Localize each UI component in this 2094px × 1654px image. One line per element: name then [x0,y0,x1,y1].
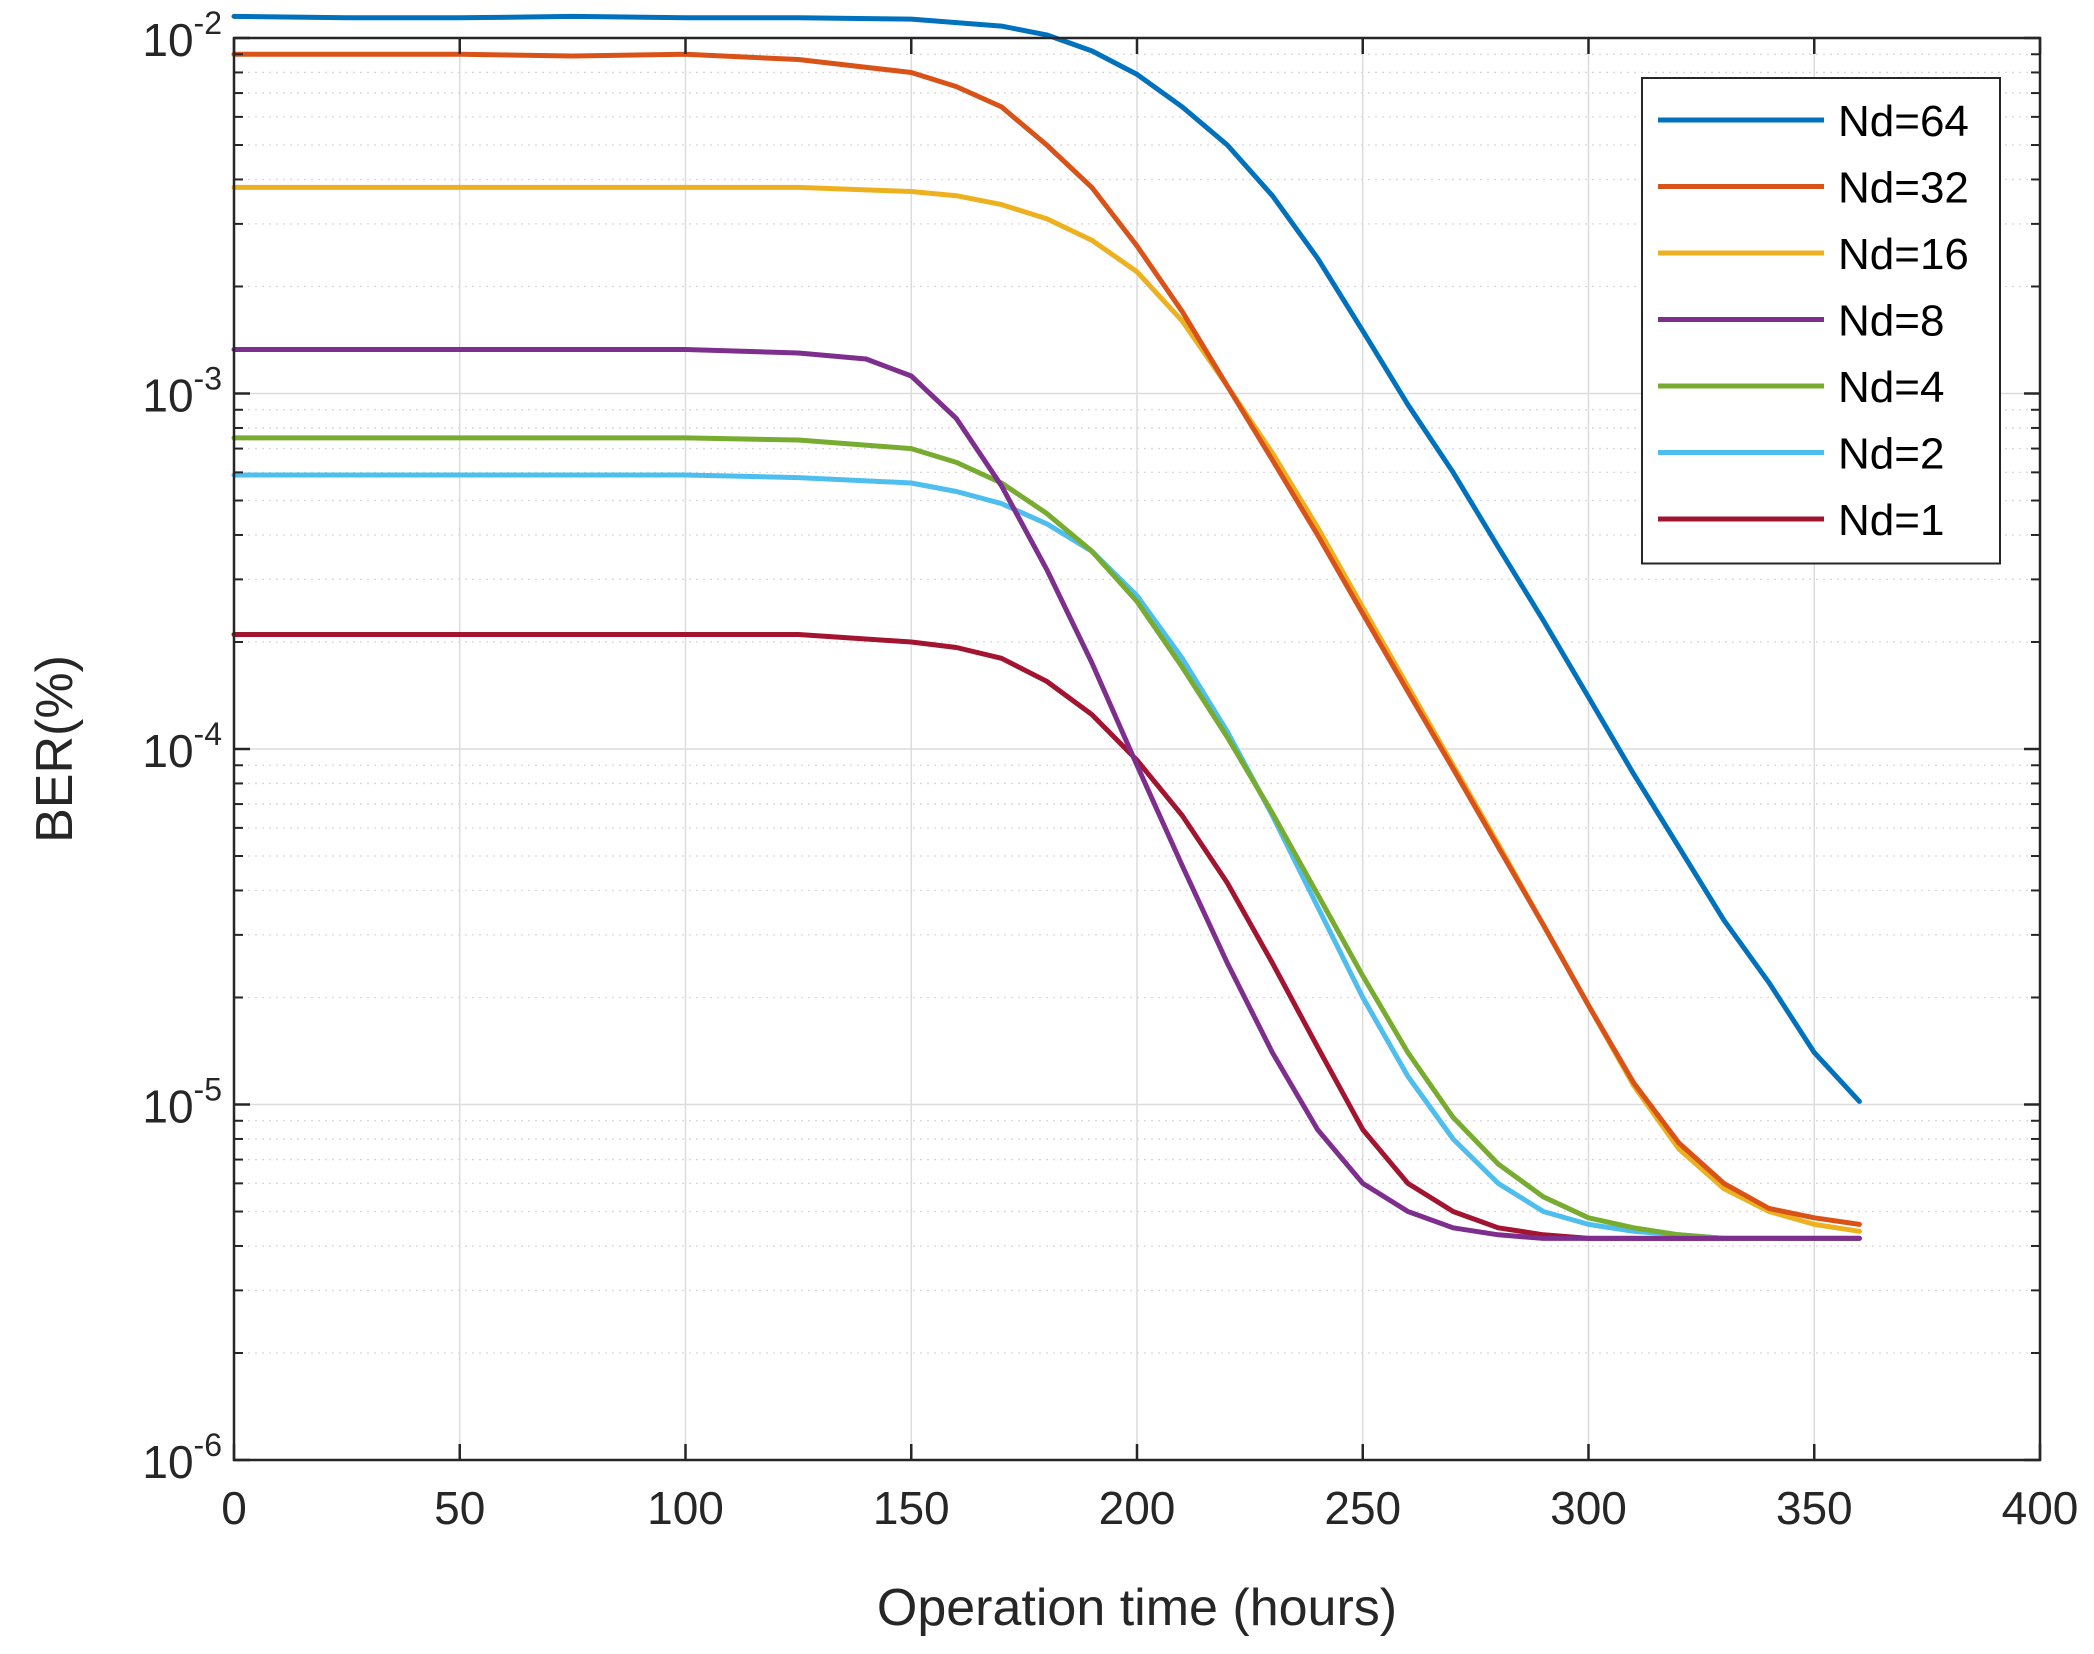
legend-label: Nd=32 [1838,164,1969,213]
x-tick-label: 0 [221,1482,247,1534]
x-tick-label: 350 [1776,1482,1853,1534]
x-tick-label: 150 [873,1482,950,1534]
legend-label: Nd=2 [1838,430,1944,479]
legend-label: Nd=16 [1838,230,1969,279]
legend-label: Nd=64 [1838,97,1969,146]
series-line-nd-4 [231,435,1862,1241]
y-tick-label: 10-6 [142,1427,222,1488]
axis-ticks [232,36,2042,1462]
y-tick-labels: 10-6 10-5 10-4 10-3 10-2 [142,5,222,1488]
legend: Nd=64 Nd=32 Nd=16 Nd=8 Nd=4 Nd=2 Nd=1 [1641,77,2001,565]
x-axis-label: Operation time (hours) [877,1579,1397,1637]
y-tick-label: 10-4 [142,716,222,777]
series-line-nd-32 [231,51,1862,1227]
x-tick-label: 50 [434,1482,485,1534]
y-tick-label: 10-3 [142,361,222,422]
x-tick-label: 100 [647,1482,724,1534]
x-tick-label: 250 [1324,1482,1401,1534]
legend-label: Nd=8 [1838,297,1944,346]
x-tick-labels: 0 50 100 150 200 250 300 350 400 [221,1482,2078,1534]
series-line-nd-8 [231,347,1862,1241]
y-axis-label: BER(%) [26,655,84,843]
x-tick-label: 300 [1550,1482,1627,1534]
series-line-nd-64 [231,13,1862,1104]
x-tick-label: 400 [2002,1482,2079,1534]
y-tick-label: 10-2 [142,5,222,66]
legend-label: Nd=1 [1838,496,1944,545]
legend-label: Nd=4 [1838,363,1944,412]
data-series [231,13,1862,1241]
x-tick-label: 200 [1099,1482,1176,1534]
y-tick-label: 10-5 [142,1072,222,1133]
